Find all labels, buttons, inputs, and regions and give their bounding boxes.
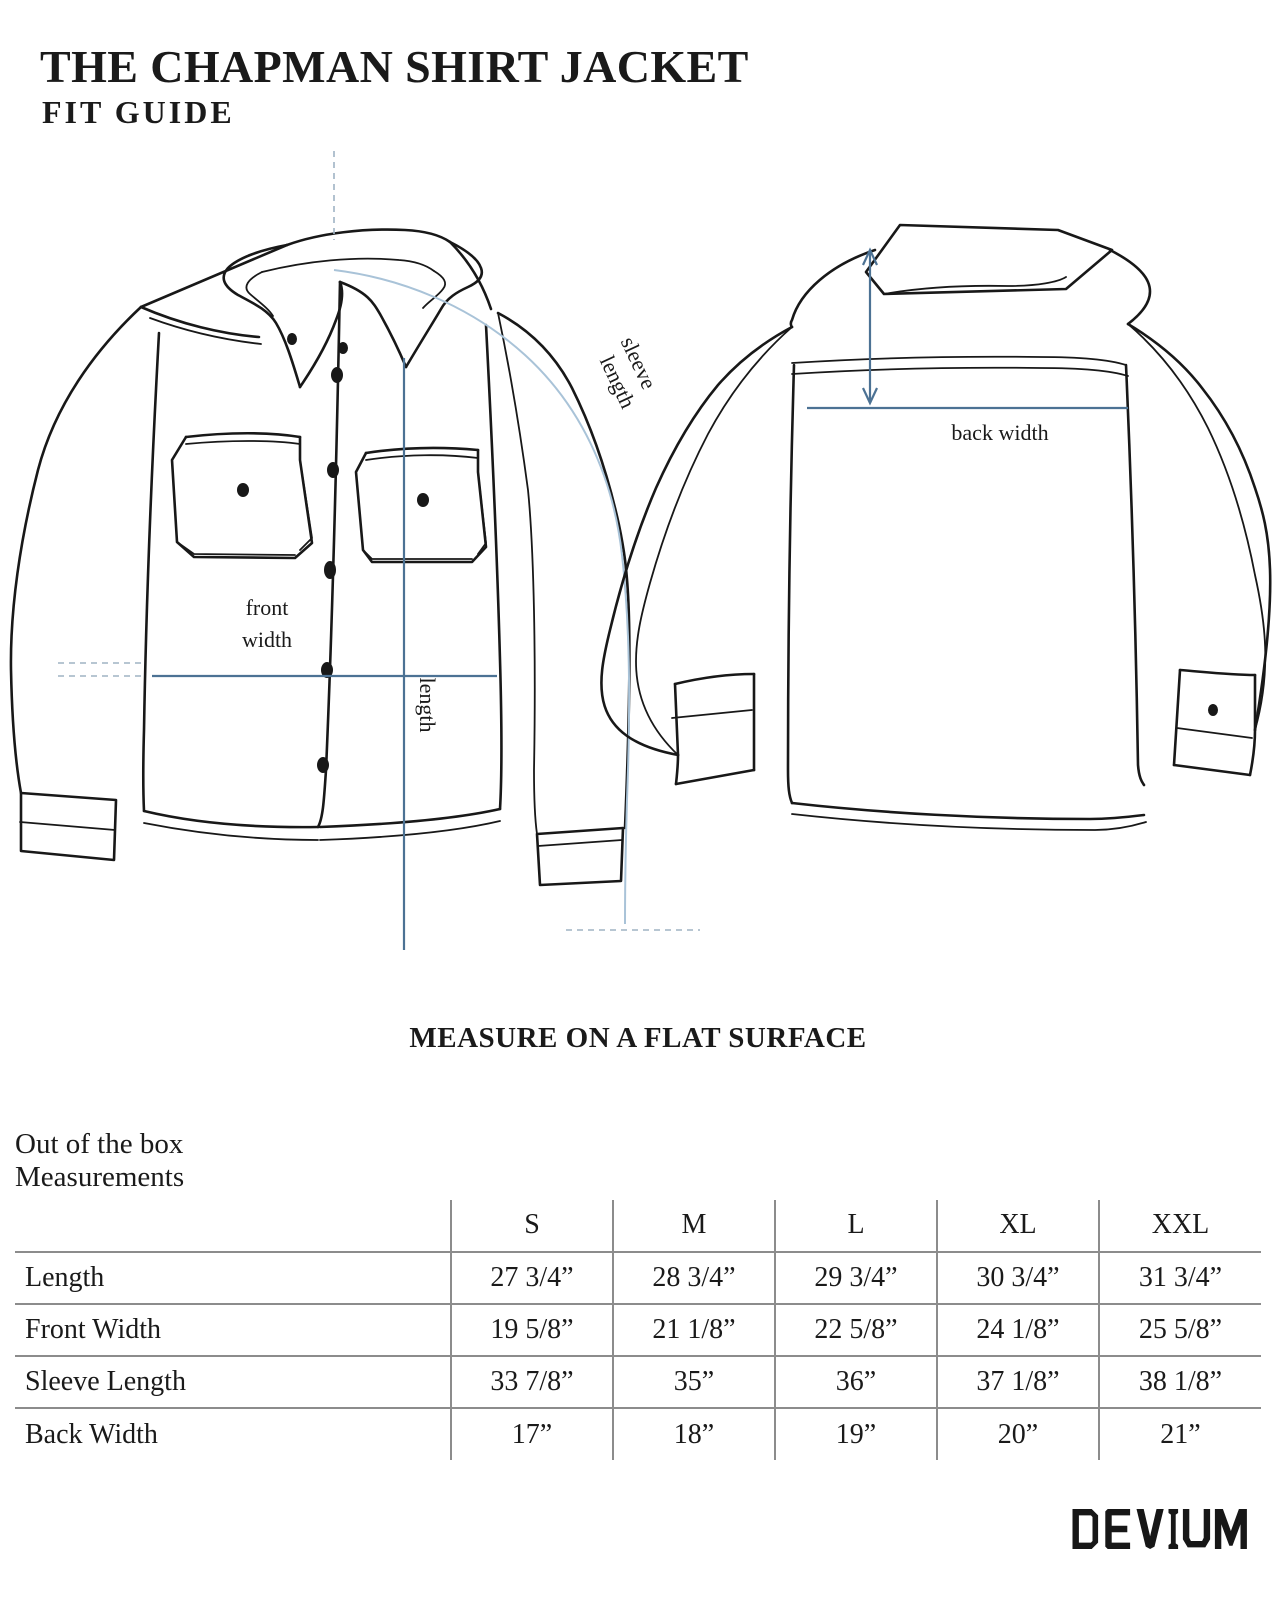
svg-text:front: front (246, 595, 289, 620)
svg-text:length: length (415, 678, 440, 733)
svg-text:back width: back width (951, 420, 1048, 445)
svg-text:width: width (242, 627, 292, 652)
